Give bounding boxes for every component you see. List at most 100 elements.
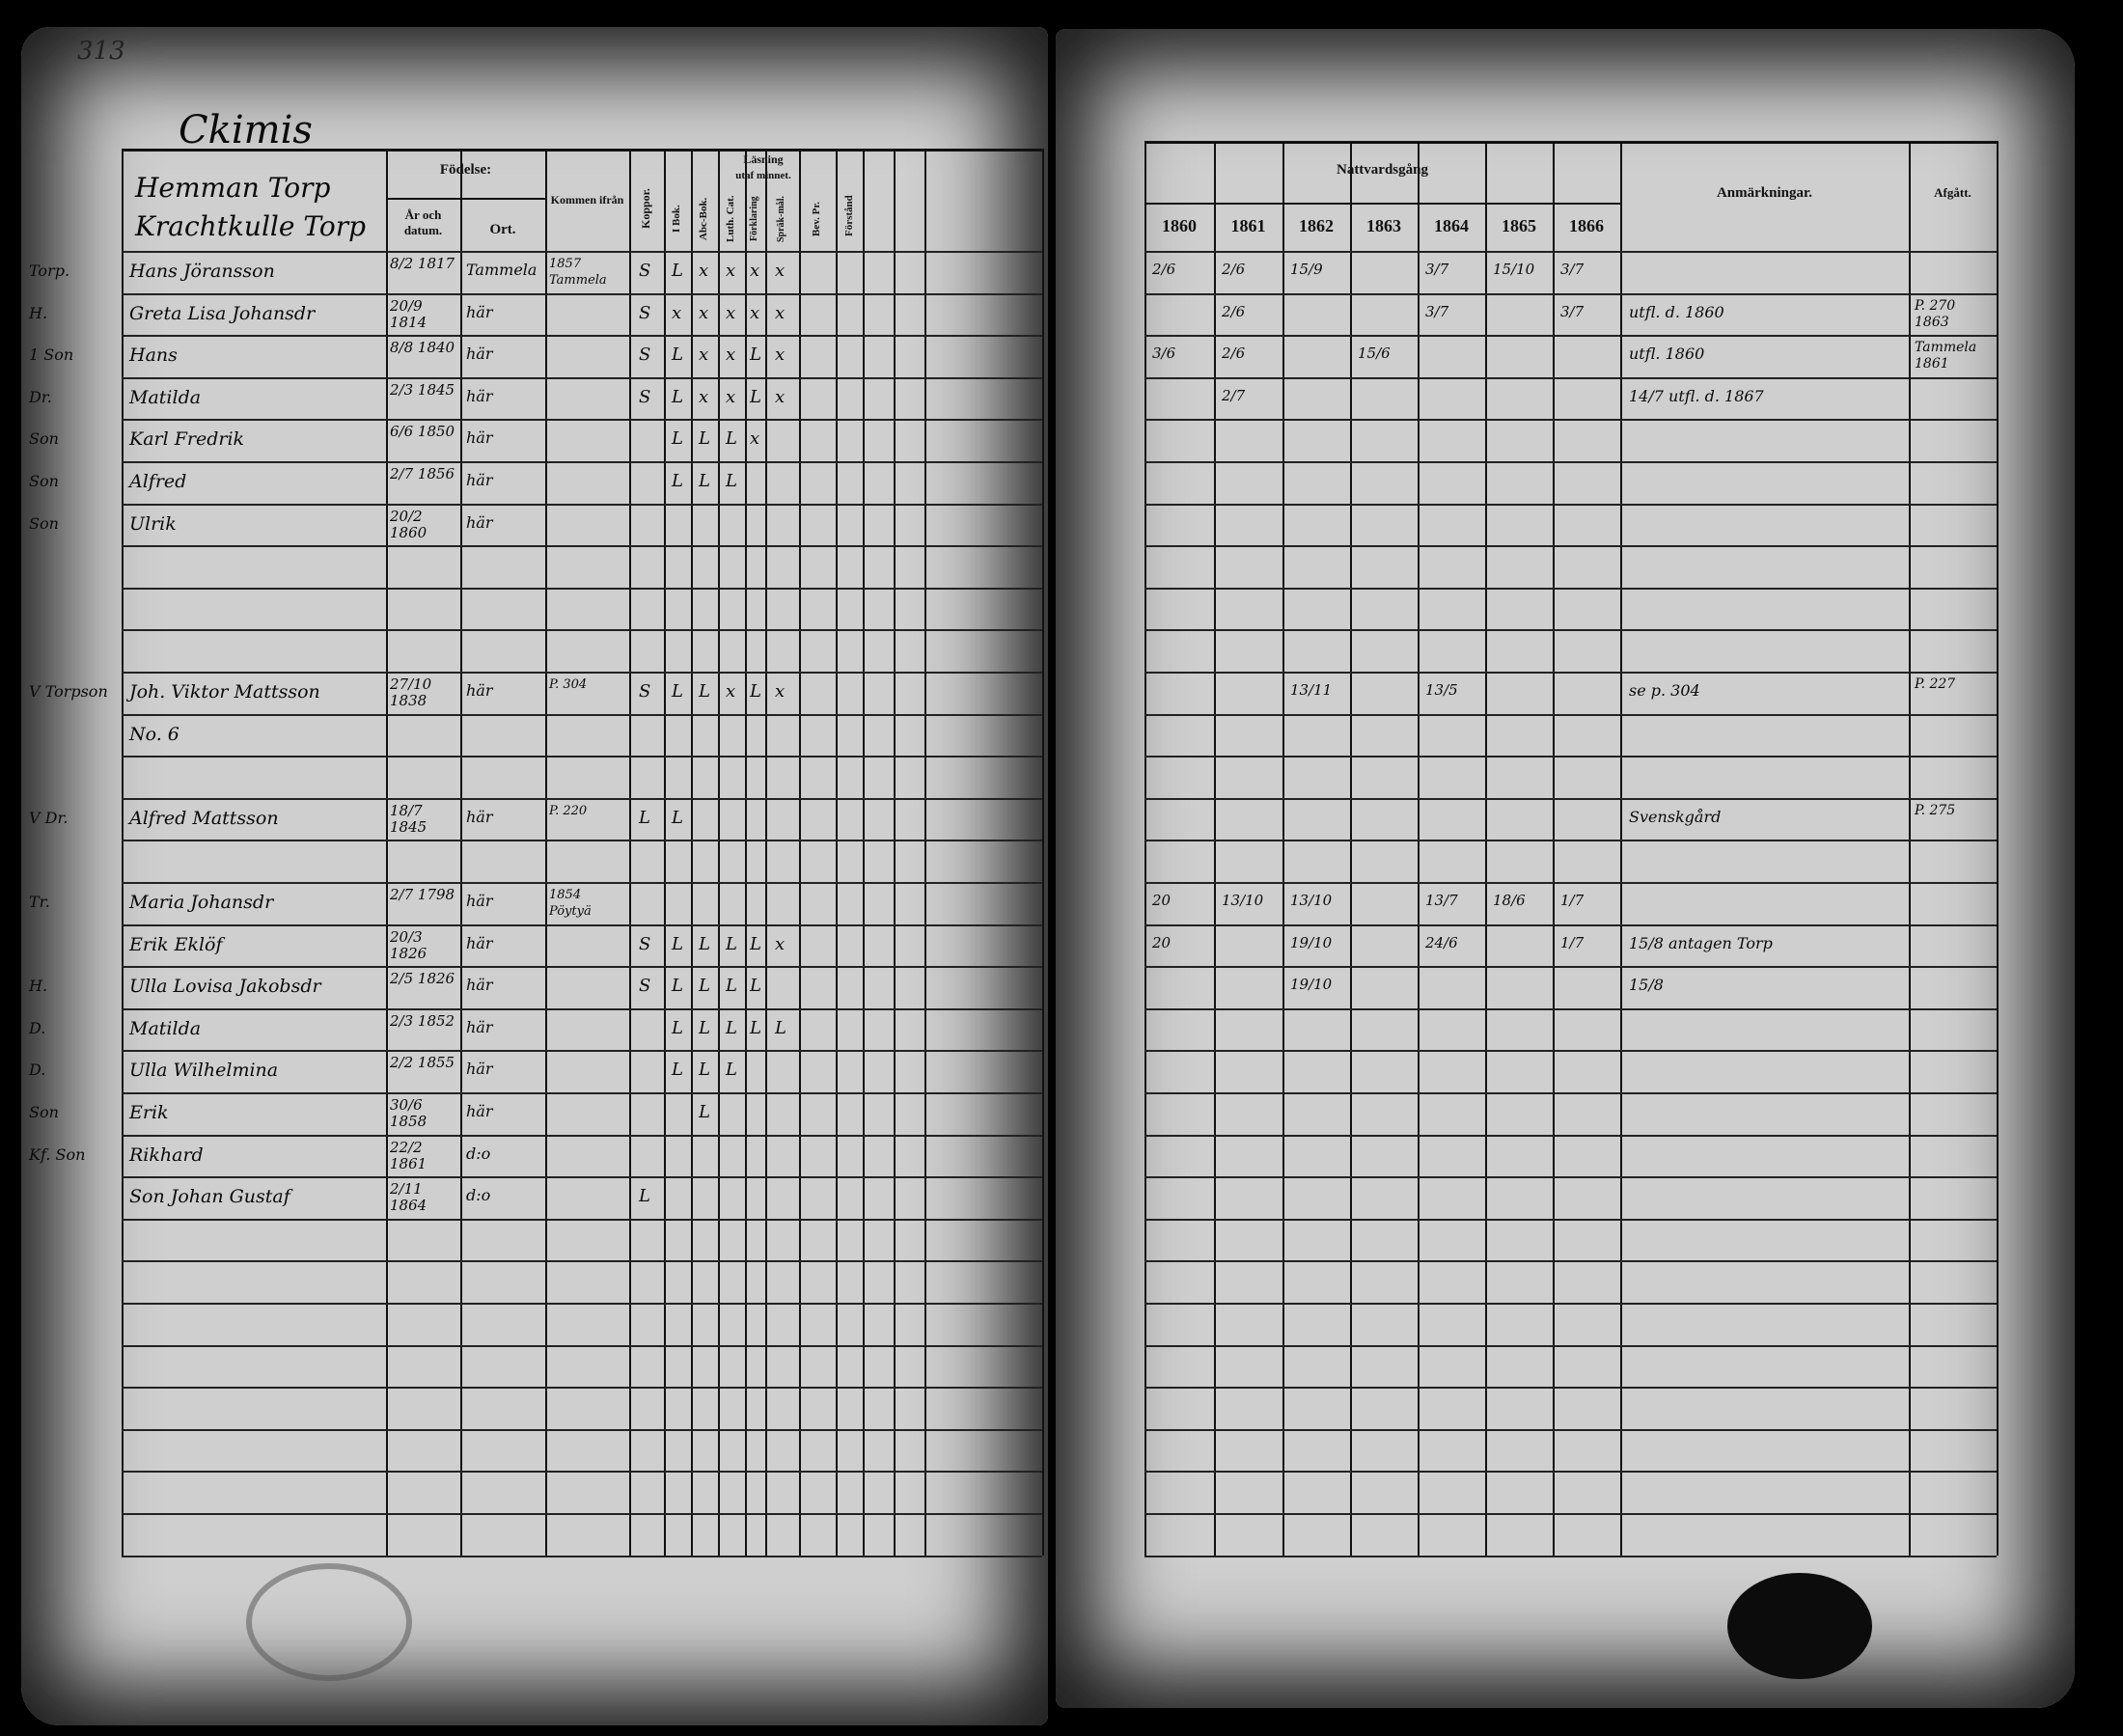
column-divider — [894, 149, 896, 1556]
reading-mark: x — [672, 302, 682, 323]
reading-mark: L — [672, 681, 683, 702]
reading-mark: L — [699, 1060, 710, 1081]
row-rule — [1144, 1218, 1997, 1221]
margin-note: Kf. Son — [29, 1144, 86, 1164]
reading-mark: x — [775, 386, 786, 407]
row-rule — [122, 335, 1042, 338]
margin-note: Son — [29, 1103, 59, 1121]
row-rule — [1144, 503, 1997, 506]
row-rule — [1144, 840, 1997, 842]
header-explanation: Förklaring — [749, 196, 759, 242]
row-rule — [122, 1428, 1042, 1431]
reading-mark: x — [775, 681, 786, 702]
birth-place: här — [466, 681, 493, 700]
header-top-rule — [122, 149, 1042, 152]
header-reading: Läsning — [743, 152, 784, 166]
header-place: Ort. — [489, 222, 516, 237]
smallpox-mark: S — [639, 933, 651, 954]
header-book: I Bok. — [671, 205, 682, 234]
remark: 14/7 utfl. d. 1867 — [1629, 386, 1764, 405]
row-rule — [122, 251, 1042, 253]
reading-mark: L — [726, 1017, 737, 1038]
row-rule — [122, 1344, 1042, 1347]
row-rule — [122, 672, 1042, 674]
smallpox-mark: S — [639, 976, 651, 997]
came-from: 1854 Pöytyä — [549, 888, 592, 919]
communion-entry: 13/10 — [1290, 892, 1333, 909]
reading-mark: x — [699, 302, 709, 323]
communion-entry: 2/6 — [1152, 261, 1176, 278]
birth-date: 20/2 1860 — [390, 507, 427, 541]
header-came-from: Kommen ifrån — [550, 193, 624, 207]
communion-entry: 2/7 — [1222, 386, 1246, 404]
row-rule — [1144, 1428, 1997, 1431]
departed-note: P. 270 1863 — [1915, 297, 1956, 330]
column-divider — [1418, 141, 1420, 1556]
person-name: No. 6 — [129, 723, 179, 745]
reading-mark: x — [775, 933, 786, 954]
person-name: Hans Jöransson — [129, 261, 275, 282]
header-by-heart: utaf minnet. — [735, 170, 791, 181]
header-year-date: År och datum. — [403, 207, 443, 237]
row-rule — [122, 1471, 1042, 1474]
reading-mark: x — [750, 302, 760, 323]
reading-mark: L — [672, 471, 683, 491]
column-divider — [1909, 141, 1911, 1556]
birth-place: här — [466, 1017, 493, 1036]
reading-mark: L — [672, 428, 683, 450]
row-rule — [1144, 292, 1997, 295]
column-divider — [745, 149, 747, 1556]
communion-entry: 13/10 — [1222, 892, 1264, 909]
person-name: Karl Fredrik — [129, 428, 245, 451]
row-rule — [1144, 1176, 1997, 1179]
row-rule — [122, 1260, 1042, 1263]
stamp — [246, 1563, 412, 1681]
reading-mark: L — [672, 933, 683, 954]
birth-place: här — [466, 344, 493, 364]
row-rule — [122, 587, 1042, 590]
birth-date: 6/6 1850 — [390, 423, 455, 441]
person-name: Son Johan Gustaf — [129, 1186, 290, 1208]
birth-place: här — [466, 512, 493, 532]
communion-entry: 2/6 — [1222, 261, 1246, 278]
reading-mark: L — [726, 471, 737, 491]
birth-place: här — [466, 892, 493, 910]
row-rule — [1144, 545, 1997, 548]
row-rule — [1144, 1134, 1997, 1137]
communion-entry: 1/7 — [1560, 933, 1585, 951]
communion-entry: 3/7 — [1425, 302, 1449, 320]
column-divider — [691, 149, 693, 1556]
birth-date: 8/8 1840 — [390, 339, 455, 357]
row-rule — [122, 1513, 1042, 1515]
communion-entry: 19/10 — [1290, 933, 1333, 951]
smallpox-mark: S — [639, 344, 651, 366]
row-rule — [122, 1387, 1042, 1390]
communion-entry: 13/7 — [1425, 892, 1458, 909]
person-name: Erik — [129, 1102, 169, 1123]
reading-mark: L — [672, 344, 683, 366]
birth-date: 2/7 1798 — [390, 886, 455, 903]
row-rule — [1144, 966, 1997, 969]
communion-entry: 3/7 — [1560, 261, 1585, 278]
reading-mark: L — [672, 261, 683, 281]
year-header: 1863 — [1366, 216, 1401, 235]
reading-mark: L — [672, 1017, 683, 1038]
birth-place: här — [466, 807, 493, 826]
row-rule — [1144, 1007, 1997, 1010]
birth-place: här — [466, 976, 493, 995]
row-rule — [1144, 1471, 1997, 1474]
reading-mark: L — [726, 933, 737, 954]
year-header: 1860 — [1162, 216, 1197, 235]
column-divider — [1144, 141, 1146, 1556]
remark: Svenskgård — [1629, 807, 1722, 826]
communion-entry: 18/6 — [1493, 892, 1526, 909]
household-heading-2: Krachtkulle Torp — [135, 210, 367, 242]
departed-note: P. 227 — [1915, 676, 1956, 692]
birth-place: här — [466, 1060, 493, 1079]
row-rule — [122, 545, 1042, 548]
person-name: Joh. Viktor Mattsson — [129, 681, 320, 703]
row-rule — [1144, 419, 1997, 422]
reading-mark: L — [726, 976, 737, 997]
person-name: Greta Lisa Johansdr — [129, 302, 316, 324]
came-from: 1857 Tammela — [549, 257, 607, 288]
